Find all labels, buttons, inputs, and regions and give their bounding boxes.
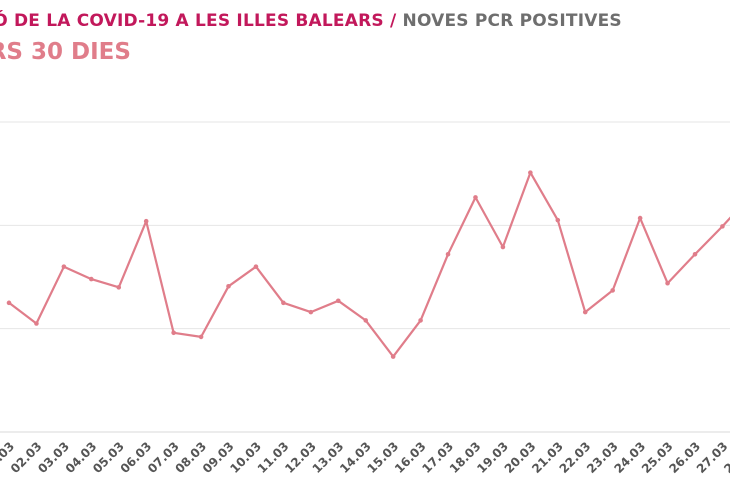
data-point [308, 309, 314, 315]
data-point [665, 280, 670, 286]
x-axis-tick-labels: 01.0302.0303.0304.0305.0306.0307.0308.03… [0, 439, 730, 476]
data-point [6, 300, 12, 306]
data-point [473, 195, 478, 200]
data-point [500, 244, 506, 250]
data-point [34, 321, 39, 326]
data-point [445, 251, 451, 257]
data-point [363, 318, 369, 323]
data-point [171, 330, 176, 336]
data-point [143, 218, 149, 224]
chart-title-main: CIÓ DE LA COVID-19 A LES ILLES BALEARS [0, 11, 384, 31]
data-point [89, 276, 94, 282]
data-point [637, 215, 643, 221]
data-point [528, 170, 533, 175]
data-point [692, 251, 698, 257]
data-point [720, 224, 725, 229]
data-point [226, 284, 231, 289]
data-point [555, 217, 561, 223]
chart-title-metric: NOVES PCR POSITIVES [402, 11, 622, 31]
data-points [6, 170, 725, 359]
chart-title-separator: / [389, 11, 397, 31]
data-point [418, 318, 423, 323]
chart-subtitle: ERS 30 DIES [0, 39, 131, 65]
data-point [610, 288, 615, 293]
grid-lines [0, 121, 730, 433]
chart-title: CIÓ DE LA COVID-19 A LES ILLES BALEARS /… [0, 11, 622, 31]
data-point [281, 300, 286, 306]
data-point [116, 285, 122, 290]
data-point [61, 264, 67, 269]
data-point [335, 298, 341, 304]
data-point [198, 334, 204, 340]
data-point [253, 264, 259, 269]
data-point [582, 309, 588, 315]
data-point [390, 354, 396, 359]
